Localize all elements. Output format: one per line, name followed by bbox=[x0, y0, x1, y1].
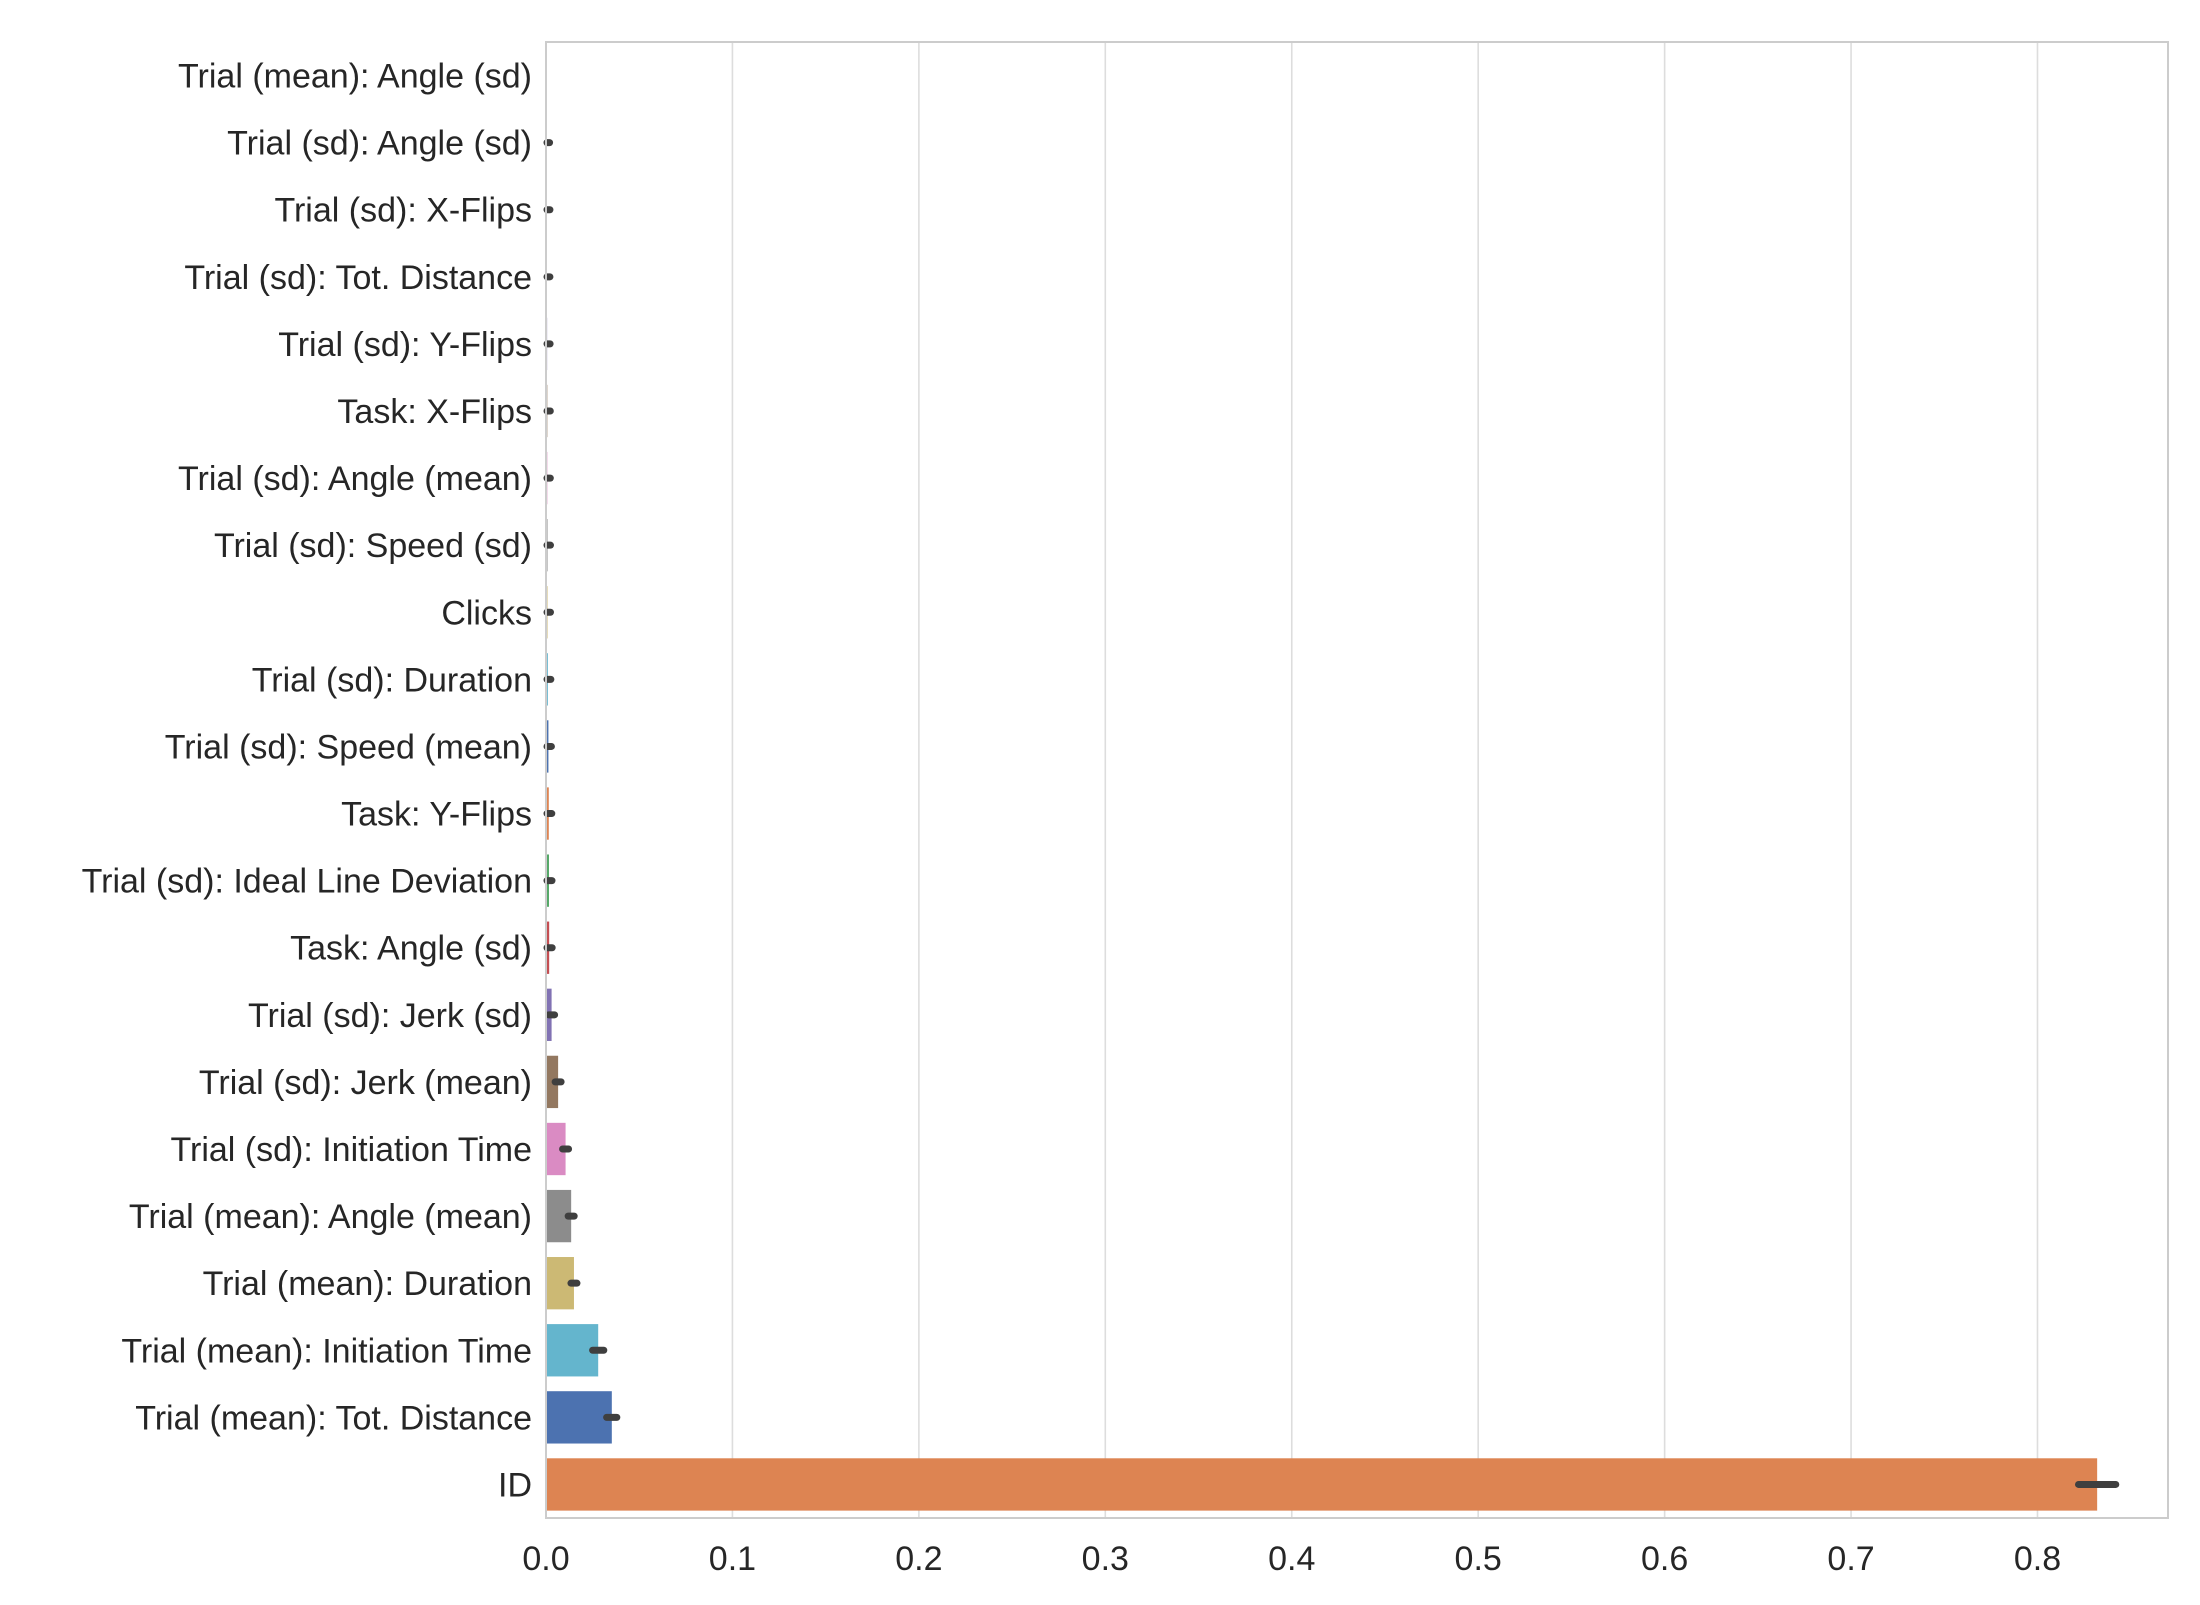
x-tick-label: 0.8 bbox=[2014, 1540, 2061, 1578]
x-tick-label: 0.2 bbox=[895, 1540, 942, 1578]
category-label: Trial (sd): Initiation Time bbox=[171, 1131, 533, 1169]
category-label: Task: Y-Flips bbox=[341, 796, 532, 834]
category-label: Trial (sd): Speed (sd) bbox=[214, 527, 532, 565]
category-label: Clicks bbox=[441, 594, 532, 632]
bars bbox=[546, 116, 2098, 1511]
category-label: Task: Angle (sd) bbox=[290, 930, 532, 968]
category-label: Trial (sd): Angle (sd) bbox=[227, 125, 532, 163]
x-tick-label: 0.0 bbox=[522, 1540, 569, 1578]
category-label: Trial (sd): Y-Flips bbox=[278, 326, 532, 364]
plot-area-frame bbox=[545, 41, 2169, 1519]
x-tick-label: 0.1 bbox=[709, 1540, 756, 1578]
category-labels: Trial (mean): Angle (sd) Trial (sd): Angl… bbox=[82, 58, 532, 1505]
bar bbox=[546, 1122, 566, 1176]
category-label: ID bbox=[498, 1466, 532, 1504]
category-label: Trial (sd): Duration bbox=[252, 661, 532, 699]
category-label: Trial (mean): Tot. Distance bbox=[135, 1399, 532, 1437]
grid-lines bbox=[545, 42, 2039, 1518]
category-label: Trial (sd): Angle (mean) bbox=[178, 460, 532, 498]
category-label: Trial (sd): Tot. Distance bbox=[184, 259, 532, 297]
x-tick-labels: 0.0 0.1 0.2 0.3 0.4 0.5 0.6 0.7 0.8 bbox=[522, 1540, 2061, 1578]
category-label: Trial (mean): Initiation Time bbox=[121, 1332, 532, 1370]
x-tick-label: 0.5 bbox=[1455, 1540, 1502, 1578]
category-label: Trial (mean): Duration bbox=[203, 1265, 532, 1303]
category-label: Trial (sd): Jerk (mean) bbox=[199, 1064, 532, 1102]
category-label: Trial (mean): Angle (sd) bbox=[178, 58, 532, 96]
x-tick-label: 0.4 bbox=[1268, 1540, 1315, 1578]
bar bbox=[546, 1458, 2098, 1511]
category-label: Trial (sd): Jerk (sd) bbox=[248, 997, 532, 1035]
bar bbox=[546, 1391, 612, 1444]
category-label: Trial (mean): Angle (mean) bbox=[129, 1198, 532, 1236]
error-bars bbox=[543, 139, 2120, 1488]
x-tick-label: 0.3 bbox=[1082, 1540, 1129, 1578]
category-label: Trial (sd): Ideal Line Deviation bbox=[82, 863, 532, 901]
x-tick-label: 0.6 bbox=[1641, 1540, 1688, 1578]
x-tick-label: 0.7 bbox=[1827, 1540, 1874, 1578]
category-label: Trial (sd): X-Flips bbox=[274, 192, 532, 230]
category-label: Task: X-Flips bbox=[337, 393, 532, 431]
category-label: Trial (sd): Speed (mean) bbox=[165, 728, 532, 766]
